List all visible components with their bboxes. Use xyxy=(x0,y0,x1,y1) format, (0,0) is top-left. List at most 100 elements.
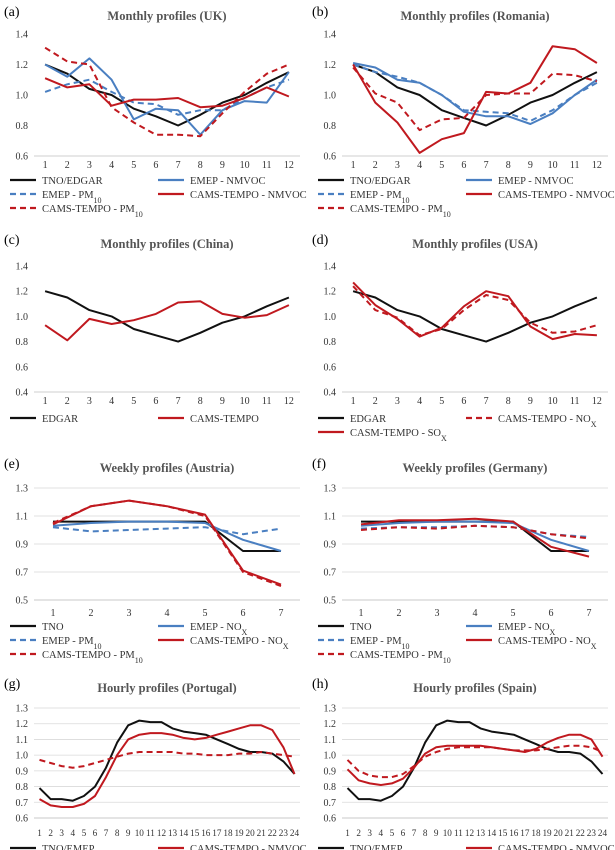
x-tick-label: 1 xyxy=(345,828,350,838)
y-tick-label: 0.5 xyxy=(16,596,29,607)
y-tick-label: 1.1 xyxy=(16,735,29,746)
x-tick-label: 6 xyxy=(93,828,98,838)
x-tick-label: 20 xyxy=(246,828,256,838)
x-tick-label: 4 xyxy=(109,160,114,171)
x-tick-label: 1 xyxy=(37,828,42,838)
series-line xyxy=(52,526,282,536)
x-tick-label: 12 xyxy=(157,828,167,838)
series-line xyxy=(352,281,597,341)
x-tick-label: 5 xyxy=(203,608,208,619)
series-line xyxy=(44,63,290,127)
y-tick-label: 1.1 xyxy=(16,512,29,523)
series-line xyxy=(44,300,290,342)
x-tick-label: 24 xyxy=(290,828,300,838)
legend-label: EMEP - NMVOC xyxy=(190,176,265,187)
y-tick-label: 0.8 xyxy=(324,782,337,793)
x-tick-label: 8 xyxy=(506,396,511,407)
panel-f: (f) Weekly profiles (Germany) 0.5 0.7 0.9 1.1… xyxy=(312,457,608,665)
series-line xyxy=(352,290,598,343)
x-tick-label: 5 xyxy=(439,160,444,171)
x-tick-label: 1 xyxy=(51,608,56,619)
series-line xyxy=(52,520,282,552)
y-tick-label: 1.4 xyxy=(16,30,29,41)
series-line xyxy=(352,66,598,132)
x-tick-label: 6 xyxy=(241,608,246,619)
legend-label: CAMS-TEMPO - PM10 xyxy=(350,204,451,219)
x-tick-label: 5 xyxy=(439,396,444,407)
x-tick-label: 1 xyxy=(351,396,356,407)
legend-label: EMEP - PM10 xyxy=(42,190,102,205)
x-tick-label: 2 xyxy=(65,396,70,407)
legend-label: EMEP - NMVOC xyxy=(498,176,573,187)
legend-label: CAMS-TEMPO - NOX xyxy=(498,636,597,651)
legend-label: CAMS-TEMPO - PM10 xyxy=(42,650,143,665)
series-line xyxy=(360,524,590,540)
panel-tag: (e) xyxy=(4,457,20,472)
y-tick-label: 0.6 xyxy=(324,362,337,373)
legend-label: EMEP - PM10 xyxy=(350,636,410,651)
x-tick-label: 6 xyxy=(461,396,466,407)
x-tick-label: 23 xyxy=(587,828,597,838)
y-tick-label: 0.9 xyxy=(16,540,29,551)
x-tick-label: 11 xyxy=(570,396,580,407)
x-tick-label: 9 xyxy=(528,396,533,407)
panel-tag: (c) xyxy=(4,233,20,248)
x-tick-label: 14 xyxy=(487,828,497,838)
x-tick-label: 11 xyxy=(262,160,272,171)
x-tick-label: 3 xyxy=(87,160,92,171)
y-tick-label: 0.6 xyxy=(16,362,29,373)
x-tick-label: 11 xyxy=(262,396,272,407)
x-tick-label: 2 xyxy=(89,608,94,619)
x-tick-label: 8 xyxy=(423,828,428,838)
legend-label: TNO/EMEP xyxy=(350,844,403,850)
series-line xyxy=(44,77,290,109)
panel-h: (h) Hourly profiles (Spain) 0.6 0.7 0.8 0.9 1.… xyxy=(312,677,615,850)
y-tick-label: 1.2 xyxy=(16,719,29,730)
x-tick-label: 16 xyxy=(509,828,519,838)
x-tick-label: 2 xyxy=(48,828,53,838)
x-tick-label: 4 xyxy=(165,608,170,619)
x-tick-label: 3 xyxy=(395,396,400,407)
series-line xyxy=(352,45,598,154)
legend-label: EMEP - NOX xyxy=(190,622,248,637)
x-tick-label: 6 xyxy=(153,160,158,171)
x-tick-label: 6 xyxy=(461,160,466,171)
x-tick-label: 14 xyxy=(179,828,189,838)
legend-label: TNO/EDGAR xyxy=(42,176,103,187)
x-tick-label: 4 xyxy=(417,160,422,171)
series-line xyxy=(53,520,281,552)
y-tick-label: 1.4 xyxy=(16,262,29,273)
chart-title: Monthly profiles (USA) xyxy=(412,237,537,251)
x-tick-label: 11 xyxy=(146,828,155,838)
legend-label: EDGAR xyxy=(42,414,78,425)
y-tick-label: 1.2 xyxy=(16,287,29,298)
x-tick-label: 2 xyxy=(65,160,70,171)
legend-label: CAMS-TEMPO xyxy=(190,414,259,425)
y-tick-label: 1.2 xyxy=(16,60,29,71)
series-line xyxy=(44,57,290,136)
x-tick-label: 2 xyxy=(397,608,402,619)
panel-tag: (b) xyxy=(312,5,329,20)
x-tick-label: 3 xyxy=(127,608,132,619)
legend-label: TNO xyxy=(42,622,64,633)
series-line xyxy=(39,751,295,769)
x-tick-label: 1 xyxy=(43,396,48,407)
panel-g: (g) Hourly profiles (Portugal) 0.6 0.7 0.8 0.… xyxy=(4,677,307,850)
y-tick-label: 0.8 xyxy=(16,782,29,793)
chart-title: Hourly profiles (Spain) xyxy=(413,681,536,695)
x-tick-label: 5 xyxy=(131,160,136,171)
legend-label: CAMS-TEMPO - NMVOC xyxy=(190,844,307,850)
legend-label: EMEP - PM10 xyxy=(42,636,102,651)
legend-label: CAMS-TEMPO - NOX xyxy=(498,414,597,429)
legend-label: EDGAR xyxy=(350,414,386,425)
x-tick-label: 1 xyxy=(359,608,364,619)
x-tick-label: 19 xyxy=(234,828,244,838)
legend-label: TNO/EMEP xyxy=(42,844,95,850)
x-tick-label: 10 xyxy=(240,160,250,171)
x-tick-label: 3 xyxy=(87,396,92,407)
y-tick-label: 1.3 xyxy=(324,484,337,495)
x-tick-label: 7 xyxy=(412,828,417,838)
x-tick-label: 12 xyxy=(465,828,475,838)
x-tick-label: 18 xyxy=(223,828,233,838)
x-tick-label: 9 xyxy=(126,828,131,838)
